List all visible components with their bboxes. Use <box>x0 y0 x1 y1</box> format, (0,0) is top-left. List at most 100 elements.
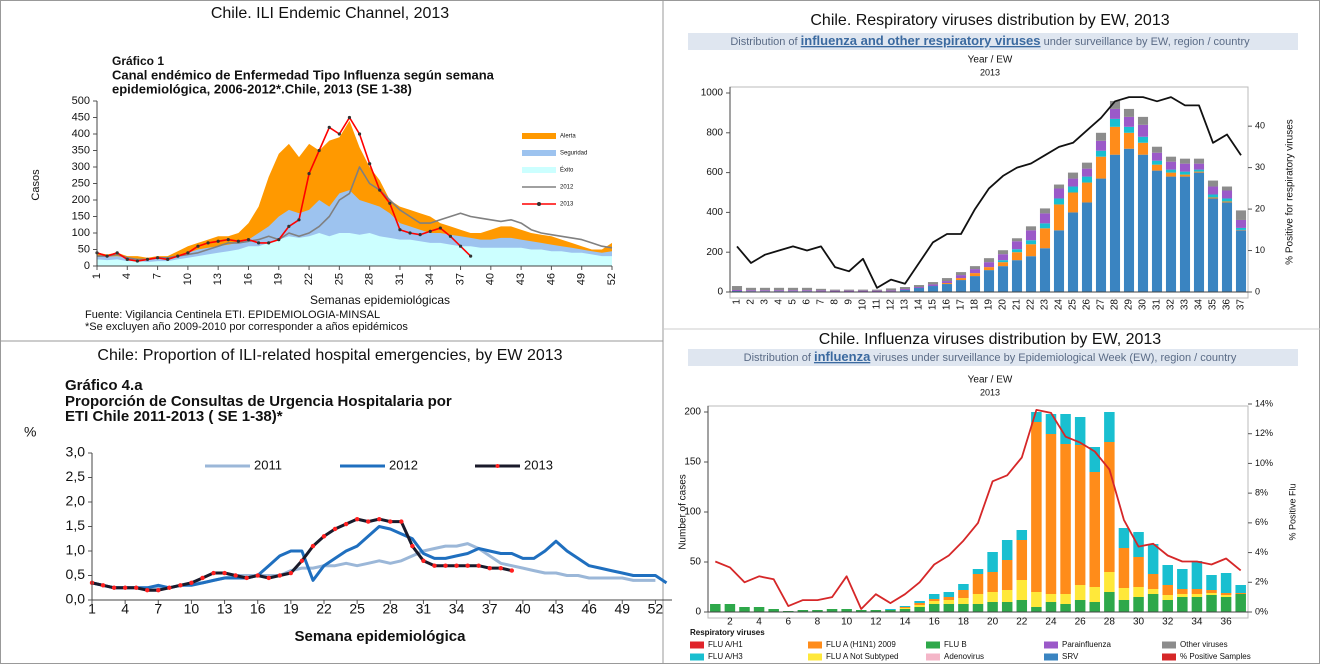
bar-segment <box>1095 140 1107 151</box>
bar-segment <box>1053 184 1065 189</box>
marker <box>509 568 515 573</box>
bar-segment <box>739 607 750 612</box>
x-tick-label: 16 <box>929 617 941 628</box>
bar-segment <box>1133 587 1144 597</box>
x-tick-label: 12 <box>886 299 897 311</box>
subtitle-link[interactable]: influenza and other respiratory viruses <box>801 33 1041 48</box>
legend-swatch <box>1162 653 1176 661</box>
marker <box>410 543 415 549</box>
bar-segment <box>943 597 955 600</box>
x-tick-label: 20 <box>987 617 999 628</box>
bar-segment <box>997 250 1009 255</box>
legend-label: SRV <box>1062 652 1079 661</box>
x-tick-label: 37 <box>482 601 498 617</box>
y2-tick-label: 12% <box>1255 428 1273 438</box>
bar-segment <box>759 290 771 292</box>
x-tick-label: 30 <box>1133 617 1145 628</box>
x-tick-label: 34 <box>1191 617 1203 628</box>
bar-segment <box>1165 161 1177 170</box>
chart-subtitle: ETI Chile 2011-2013 ( SE 1-38)* <box>65 408 283 425</box>
bar-segment <box>801 287 813 291</box>
x-tick-label: 25 <box>333 273 345 285</box>
bar-segment <box>1162 585 1173 595</box>
bar-segment <box>1193 171 1205 173</box>
y-tick-label: 3,0 <box>66 444 86 460</box>
bar-segment <box>1193 172 1205 292</box>
x-tick-label: 4 <box>121 601 129 617</box>
legend-swatch <box>522 167 556 173</box>
x-axis-label: Semana epidemiológica <box>295 628 467 645</box>
y-tick-label: 0,5 <box>66 566 86 582</box>
marker <box>337 132 341 136</box>
x-tick-label: 13 <box>217 601 233 617</box>
bar-segment <box>885 288 897 291</box>
marker <box>277 573 283 578</box>
panel-heading: Chile. ILI Endemic Channel, 2013 <box>211 5 449 22</box>
bar-segment <box>1162 600 1173 612</box>
bar-segment <box>899 608 911 609</box>
bar-segment <box>1220 595 1232 597</box>
bar-segment <box>1067 186 1079 193</box>
bar-segment <box>1025 230 1037 241</box>
y-tick-label: 300 <box>72 161 90 173</box>
bar-segment <box>928 601 940 604</box>
subtitle-band <box>688 349 1298 366</box>
bar-segment <box>1235 585 1246 593</box>
y2-tick-label: 8% <box>1255 488 1268 498</box>
marker <box>156 588 161 593</box>
bar-segment <box>997 262 1009 267</box>
bar-segment <box>1220 593 1232 595</box>
marker <box>145 588 150 593</box>
bar-segment <box>928 604 940 612</box>
x-tick-label: 32 <box>1162 617 1174 628</box>
y-tick-label: 100 <box>72 227 90 239</box>
bar-segment <box>1162 595 1173 600</box>
bar-segment <box>745 290 757 292</box>
marker <box>388 201 392 205</box>
x-group-label: Year / EW <box>968 375 1013 386</box>
year-label: 2013 <box>980 387 1000 397</box>
bar-segment <box>1109 108 1121 119</box>
x-tick-label: 6 <box>785 617 791 628</box>
x-tick-label: 21 <box>1012 299 1023 311</box>
bar-segment <box>1165 156 1177 162</box>
subtitle-link[interactable]: influenza <box>814 349 871 364</box>
bar-segment <box>1109 100 1121 109</box>
bar-segment <box>958 598 969 604</box>
bar-segment <box>1095 178 1107 292</box>
bar-segment <box>801 290 813 292</box>
bar-segment <box>1095 150 1107 157</box>
bar-segment <box>829 289 841 291</box>
bar-segment <box>1011 241 1023 250</box>
bar-segment <box>955 275 967 279</box>
x-tick-label: 14 <box>899 617 911 628</box>
y2-tick-label: 0% <box>1255 606 1268 616</box>
bar-segment <box>1147 544 1159 574</box>
subtitle-text: under surveillance by EW, region / count… <box>1041 36 1251 48</box>
marker <box>458 244 463 248</box>
bar-segment <box>1060 594 1071 604</box>
bar-segment <box>1074 417 1086 445</box>
bar-segment <box>773 287 785 291</box>
y2-tick-label: 0 <box>1255 286 1260 296</box>
y-tick-label: 2,5 <box>66 468 86 484</box>
x-tick-label: 6 <box>802 299 813 305</box>
x-tick-label: 7 <box>154 601 162 617</box>
y2-tick-label: 40 <box>1255 121 1265 131</box>
marker <box>186 251 190 255</box>
y-tick-label: 1,5 <box>66 517 86 533</box>
marker <box>476 563 481 568</box>
bar-segment <box>1193 158 1205 164</box>
bar-segment <box>1151 164 1163 171</box>
bar-segment <box>731 290 743 292</box>
bar-segment <box>1089 472 1101 587</box>
legend-label: Alerta <box>560 134 576 140</box>
bar-segment <box>1206 595 1217 612</box>
marker <box>155 256 160 260</box>
bar-segment <box>987 592 998 602</box>
bar-segment <box>1067 192 1079 213</box>
bar-segment <box>1177 597 1188 612</box>
bar-segment <box>1165 176 1177 292</box>
legend-label: 2012 <box>560 185 574 191</box>
